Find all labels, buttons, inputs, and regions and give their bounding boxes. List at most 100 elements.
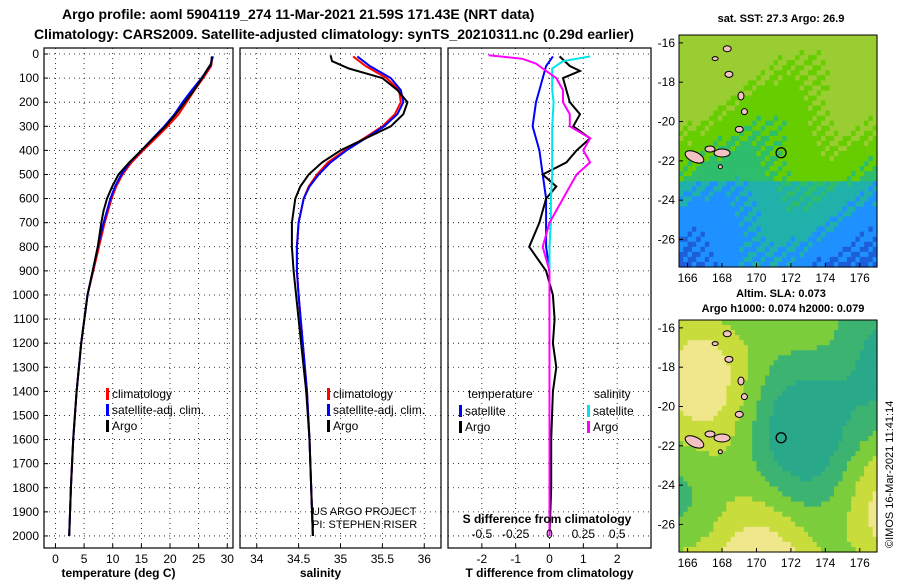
map-cell <box>778 256 783 263</box>
map-cell <box>739 521 745 528</box>
map-cell <box>756 130 762 137</box>
map-cell <box>799 365 805 372</box>
map-cell <box>838 441 844 447</box>
map-cell <box>734 486 740 493</box>
map-cell <box>825 115 831 122</box>
map-cell <box>756 541 762 548</box>
map-cell <box>773 206 779 213</box>
map-cell <box>734 441 740 447</box>
map-cell <box>687 496 693 503</box>
map-cell <box>851 456 857 462</box>
map-cell <box>803 256 809 263</box>
map-cell <box>687 100 693 107</box>
map-cell <box>696 85 702 92</box>
map-cell <box>683 481 689 488</box>
map-cell <box>816 360 822 366</box>
map-cell <box>851 135 857 142</box>
map-cell <box>851 35 857 41</box>
map-cell <box>713 415 719 422</box>
map-cell <box>765 55 770 61</box>
map-cell <box>713 251 719 258</box>
map-cell <box>717 186 723 192</box>
tick-label-x-temperature: 30 <box>221 552 235 566</box>
map-cell <box>859 151 865 157</box>
map-cell <box>855 70 861 76</box>
map-cell <box>816 405 822 412</box>
map-cell <box>842 430 848 437</box>
map-cell <box>833 256 839 263</box>
map-cell <box>769 536 775 543</box>
map-cell <box>838 176 844 182</box>
map-cell <box>709 181 715 187</box>
map-cell <box>833 506 839 513</box>
tick-label-x-difference: 2 <box>614 552 621 566</box>
tick-label-x-salinity: 35 <box>334 552 348 566</box>
map-cell <box>786 130 792 137</box>
map-cell <box>700 501 706 508</box>
map-cell <box>821 55 826 61</box>
map-cell <box>833 161 839 167</box>
map-cell <box>700 395 706 402</box>
map-cell <box>717 70 723 76</box>
map-cell <box>752 151 758 157</box>
map-cell <box>816 441 822 447</box>
map-cell <box>846 430 852 437</box>
map-cell <box>838 501 844 508</box>
map-cell <box>700 345 706 351</box>
map-cell <box>765 496 770 503</box>
map-cell <box>790 60 796 66</box>
map-cell <box>717 380 723 387</box>
map-cell <box>825 246 831 253</box>
map-cell <box>808 546 814 553</box>
map-cell <box>868 95 874 102</box>
map-cell <box>799 420 805 427</box>
map-cell <box>782 140 788 147</box>
map-cell <box>709 355 715 361</box>
map-cell <box>868 226 874 233</box>
map-cell <box>700 481 706 488</box>
map-cell <box>752 231 758 238</box>
map-cell <box>868 221 874 228</box>
map-cell <box>816 161 822 167</box>
map-cell <box>683 501 689 508</box>
map-cell <box>691 50 697 56</box>
map-cell <box>855 325 861 331</box>
map-cell <box>704 65 710 71</box>
map-cell <box>700 365 706 372</box>
map-cell <box>872 241 878 248</box>
map-cell <box>778 196 783 203</box>
map-cell <box>730 325 736 331</box>
map-cell <box>709 186 715 192</box>
map-cell <box>786 201 792 208</box>
map-cell <box>808 355 814 361</box>
map-cell <box>782 526 788 533</box>
map-cell <box>773 325 779 331</box>
map-cell <box>808 65 814 71</box>
map-cell <box>868 161 874 167</box>
map-cell <box>868 335 874 341</box>
map-cell <box>859 340 865 346</box>
map-cell <box>825 400 831 407</box>
map-cell <box>709 100 715 107</box>
map-cell <box>691 360 697 366</box>
map-cell <box>726 526 732 533</box>
map-cell <box>838 256 844 263</box>
map-cell <box>790 110 796 117</box>
map-cell <box>864 120 869 127</box>
map-cell <box>773 350 779 356</box>
map-cell <box>803 461 809 467</box>
map-cell <box>747 206 753 213</box>
map-cell <box>790 85 796 92</box>
map-cell <box>855 476 861 482</box>
map-cell <box>782 186 788 192</box>
map-cell <box>713 156 719 162</box>
map-cell <box>803 45 809 51</box>
map-cell <box>679 375 684 382</box>
map-cell <box>726 130 732 137</box>
map-cell <box>821 385 826 392</box>
map-cell <box>752 156 758 162</box>
map-cell <box>709 40 715 46</box>
map-cell <box>704 451 710 457</box>
map-cell <box>730 241 736 248</box>
map-cell <box>730 120 736 127</box>
